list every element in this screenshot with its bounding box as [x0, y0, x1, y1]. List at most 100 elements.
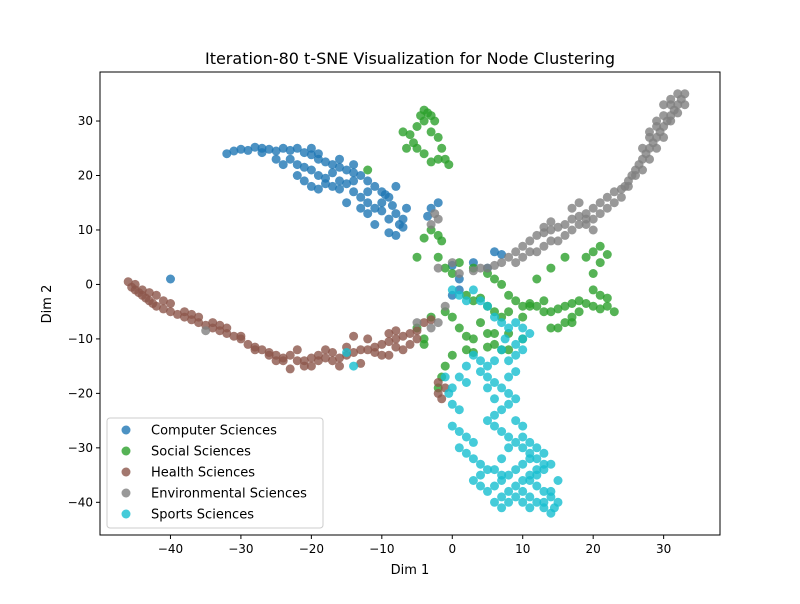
data-point	[342, 179, 352, 189]
data-point	[356, 358, 366, 368]
data-point	[468, 266, 478, 276]
data-point	[349, 160, 359, 170]
data-point	[363, 345, 373, 355]
data-point	[546, 217, 556, 227]
data-point	[454, 427, 464, 436]
data-point	[680, 100, 690, 110]
legend-marker	[121, 488, 131, 498]
data-point	[588, 247, 598, 257]
points-layer	[123, 89, 690, 518]
data-point	[666, 116, 676, 126]
data-point	[511, 296, 521, 306]
data-point	[490, 329, 499, 338]
data-point	[321, 179, 330, 189]
data-point	[504, 356, 514, 366]
x-axis-ticks: −40 −30 −20 −10 0 10 20 30	[158, 535, 671, 556]
data-point	[539, 296, 549, 306]
data-point	[497, 405, 507, 415]
data-point	[384, 337, 394, 347]
data-point	[553, 304, 563, 314]
data-point	[387, 201, 397, 210]
data-point	[285, 154, 295, 164]
data-point	[602, 293, 612, 303]
data-point	[511, 394, 521, 404]
data-point	[476, 367, 485, 377]
data-point	[215, 320, 225, 330]
data-point	[483, 263, 492, 273]
data-point	[412, 122, 422, 131]
data-point	[440, 301, 450, 311]
data-point	[363, 198, 373, 208]
data-point	[581, 214, 591, 224]
data-point	[430, 209, 440, 219]
data-point	[433, 198, 443, 208]
x-tick-label: 10	[515, 542, 530, 556]
data-point	[574, 307, 584, 317]
data-point	[490, 378, 499, 387]
data-point	[490, 465, 499, 475]
data-point	[574, 220, 584, 229]
data-point	[243, 145, 253, 155]
data-point	[208, 318, 218, 328]
data-point	[180, 307, 189, 317]
data-point	[490, 497, 499, 507]
data-point	[447, 421, 457, 431]
x-tick-label: −30	[228, 542, 253, 556]
data-point	[588, 225, 598, 235]
data-point	[363, 176, 373, 186]
data-point	[419, 334, 429, 344]
data-point	[504, 497, 514, 507]
data-point	[356, 192, 366, 202]
data-point	[313, 171, 323, 180]
data-point	[476, 318, 485, 328]
data-point	[405, 130, 415, 140]
data-point	[631, 171, 640, 180]
data-point	[370, 220, 380, 229]
data-point	[497, 250, 507, 259]
legend-label: Health Sciences	[151, 466, 255, 481]
data-point	[525, 476, 535, 485]
data-point	[476, 481, 485, 491]
x-axis-label: Dim 1	[391, 563, 430, 578]
data-point	[377, 339, 387, 349]
data-point	[454, 405, 464, 415]
data-point	[412, 326, 422, 336]
data-point	[377, 198, 387, 208]
data-point	[158, 304, 168, 314]
data-point	[433, 318, 443, 328]
data-point	[335, 184, 344, 194]
data-point	[335, 361, 344, 371]
data-point	[504, 470, 514, 480]
data-point	[335, 176, 344, 186]
data-point	[595, 241, 605, 251]
data-point	[595, 209, 605, 219]
data-point	[454, 269, 464, 278]
data-point	[292, 171, 302, 180]
data-point	[391, 334, 401, 344]
data-point	[490, 356, 499, 366]
data-point	[525, 329, 535, 338]
data-point	[264, 144, 274, 154]
data-point	[659, 111, 669, 121]
legend-marker	[121, 467, 131, 477]
data-point	[567, 214, 577, 224]
data-point	[490, 481, 499, 491]
data-point	[574, 211, 584, 221]
data-point	[236, 331, 246, 341]
data-point	[518, 252, 528, 262]
data-point	[497, 318, 507, 328]
data-point	[250, 345, 260, 355]
data-point	[398, 331, 408, 341]
data-point	[433, 263, 443, 273]
series-3	[201, 89, 690, 336]
data-point	[349, 176, 359, 186]
data-point	[328, 160, 337, 170]
data-point	[437, 236, 447, 246]
data-point	[518, 443, 528, 453]
data-point	[518, 459, 528, 469]
data-point	[328, 168, 337, 178]
data-point	[504, 290, 514, 300]
x-tick-label: 0	[448, 542, 456, 556]
data-point	[504, 372, 514, 382]
